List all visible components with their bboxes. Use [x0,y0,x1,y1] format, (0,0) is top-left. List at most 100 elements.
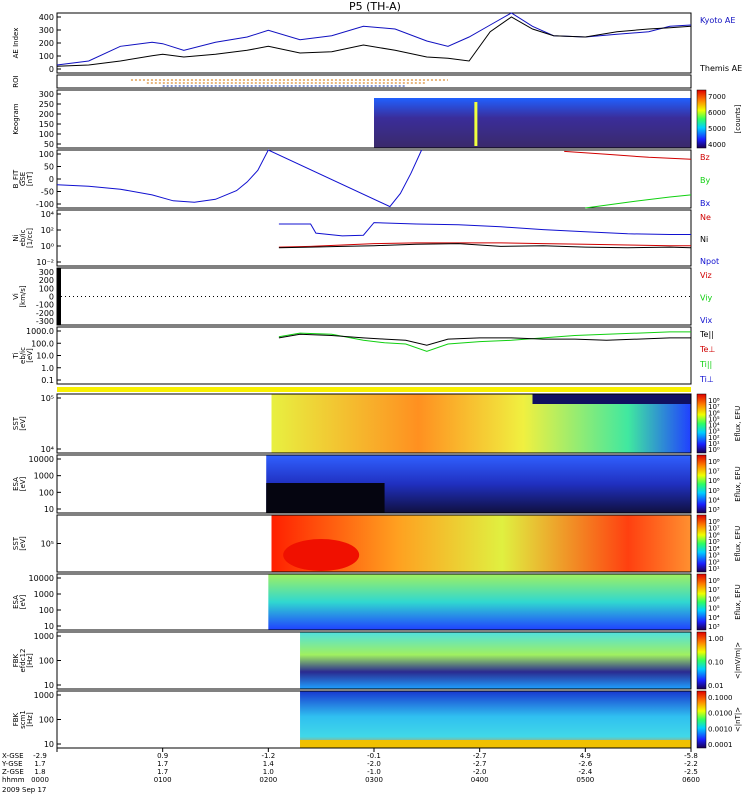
colorbar-tick-label: 10⁶ [708,409,720,417]
colorbar [696,573,707,631]
x-tick-label: -0.1 [367,752,381,760]
x-tick-label: -2.7 [473,760,487,768]
legend-entry: Ne [700,213,711,222]
colorbar-unit: Eflux, EFU [734,466,742,501]
y-tick-label: 200 [39,39,54,48]
legend-entry: Ti⊥ [699,375,714,384]
colorbar-tick-label: 10³ [708,506,720,514]
panel-frame [56,12,692,74]
x-row-label: hhmm [2,776,25,784]
colorbar-tick-label: 10⁸ [708,397,720,405]
y-tick-label: 400 [39,13,54,22]
x-row-label: X-GSE [2,752,24,760]
y-tick-label: 0 [49,293,54,302]
x-tick-label: -5.8 [684,752,698,760]
series-ni [278,243,692,249]
colorbar-tick-label: 0.10 [708,659,724,667]
colorbar-tick-label: 0.0100 [708,710,733,718]
x-tick-label: -2.9 [33,752,47,760]
y-tick-label: 10⁰ [41,242,54,251]
colorbar-unit: [counts] [734,104,742,133]
y-tick-label: 1000 [34,472,54,481]
series-ne [278,242,691,248]
spectrogram-fbk_e [300,632,691,689]
x-tick-label: -2.2 [684,760,698,768]
series-npot [278,222,691,237]
mode-bar [57,387,691,392]
legend-entry: Kyoto AE [700,16,735,25]
y-tick-label: 100 [39,606,54,615]
colorbar [696,514,707,573]
colorbar-tick-label: 6000 [708,109,726,117]
colorbar-tick-label: 10⁷ [708,525,720,533]
panel-frame [56,74,692,89]
x-row-label: Y-GSE [1,760,23,768]
series-bx [56,149,423,208]
panel-fbk_e: 1000 100 10 FBK efdc12 [Hz] 1.00 0.10 0.01 <|mV/m… [12,631,742,690]
series-themis-ae [56,16,692,67]
y-axis-label: FBK [12,712,20,726]
y-tick-label: 0 [49,65,54,74]
legend-entry: Ti|| [699,360,712,369]
y-tick-label: 1000.0 [26,327,54,336]
x-tick-label: -1.2 [261,752,275,760]
legend-entry: Themis AE [699,64,742,73]
sst-e-dark-band [532,394,691,404]
y-tick-label: -200 [36,309,54,318]
x-tick-label: 0600 [682,776,700,784]
colorbar-tick-label: 1.00 [708,635,724,643]
y-axis-label: Keogram [12,103,20,134]
y-tick-label: 100 [39,657,54,666]
y-tick-label: 10⁵ [41,540,54,549]
x-tick-label: 0300 [365,776,383,784]
x-row-label: Z-GSE [2,768,24,776]
colorbar-tick-label: 10⁷ [708,468,720,476]
colorbar-tick-label: 10³ [708,623,720,631]
colorbar-tick-label: 0.1000 [708,694,733,702]
y-axis-label: FBK [12,653,20,667]
y-tick-label: 100.0 [31,339,54,348]
y-tick-label: 10.0 [36,352,54,361]
spectrogram-esa_i [268,574,691,630]
colorbar-tick-label: 10⁶ [708,595,720,603]
y-tick-label: 250 [39,100,54,109]
y-tick-label: -50 [41,188,54,197]
series-te- [278,333,691,346]
legend-entry: Viy [700,294,713,303]
colorbar-tick-label: 10⁷ [708,586,720,594]
panel-frame [56,209,692,267]
panel-bfit: 100 50 0 -50 -100 B_FIT GSE [nT] Bz By Bx [12,149,710,209]
colorbar [696,393,707,454]
y-tick-label: 100 [39,52,54,61]
x-tick-label: 0500 [576,776,594,784]
y-tick-label: 50 [44,163,54,172]
y-axis-label: [eV] [19,416,27,431]
y-tick-label: 50 [44,140,54,149]
x-tick-label: 1.0 [263,768,274,776]
y-tick-label: 10⁴ [41,445,54,454]
y-tick-label: 100 [39,488,54,497]
spectrogram-fbk_b [300,691,691,748]
y-tick-label: 1000 [34,691,54,700]
x-tick-label: 1.7 [157,768,168,776]
colorbar-tick-label: 10¹ [708,440,720,448]
colorbar-unit: Eflux, EFU [734,526,742,561]
y-tick-label: 10000 [29,455,54,464]
keogram-arc [474,102,478,146]
colorbar-tick-label: 10⁴ [708,422,720,430]
colorbar-tick-label: 7000 [708,93,726,101]
colorbar [696,89,707,149]
colorbar-unit: <|mV/m|> [734,642,742,679]
legend-entry: By [700,176,710,185]
colorbar-unit: <|nT|> [734,707,742,732]
x-tick-label: -2.5 [684,768,698,776]
y-axis-label: [eV] [19,594,27,609]
y-axis-label: B_FIT [12,169,20,188]
x-tick-label: -2.6 [578,760,592,768]
